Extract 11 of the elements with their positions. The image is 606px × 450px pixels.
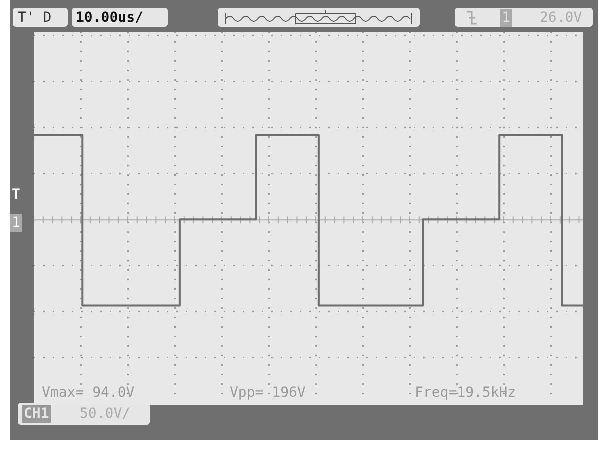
text: T (12, 186, 20, 204)
text: 1 (500, 9, 512, 27)
text: T' D (18, 9, 52, 27)
text: Vpp= 196V (230, 384, 306, 402)
text: 1 (10, 214, 22, 232)
text: 26.0V (540, 9, 582, 27)
text: 50.0V/ (80, 405, 131, 423)
text: Vmax= 94.0V (42, 384, 135, 402)
text: 10.00us/ (76, 9, 144, 27)
text: Freq=19.5kHz (415, 384, 516, 402)
text: CH1 (22, 405, 52, 423)
